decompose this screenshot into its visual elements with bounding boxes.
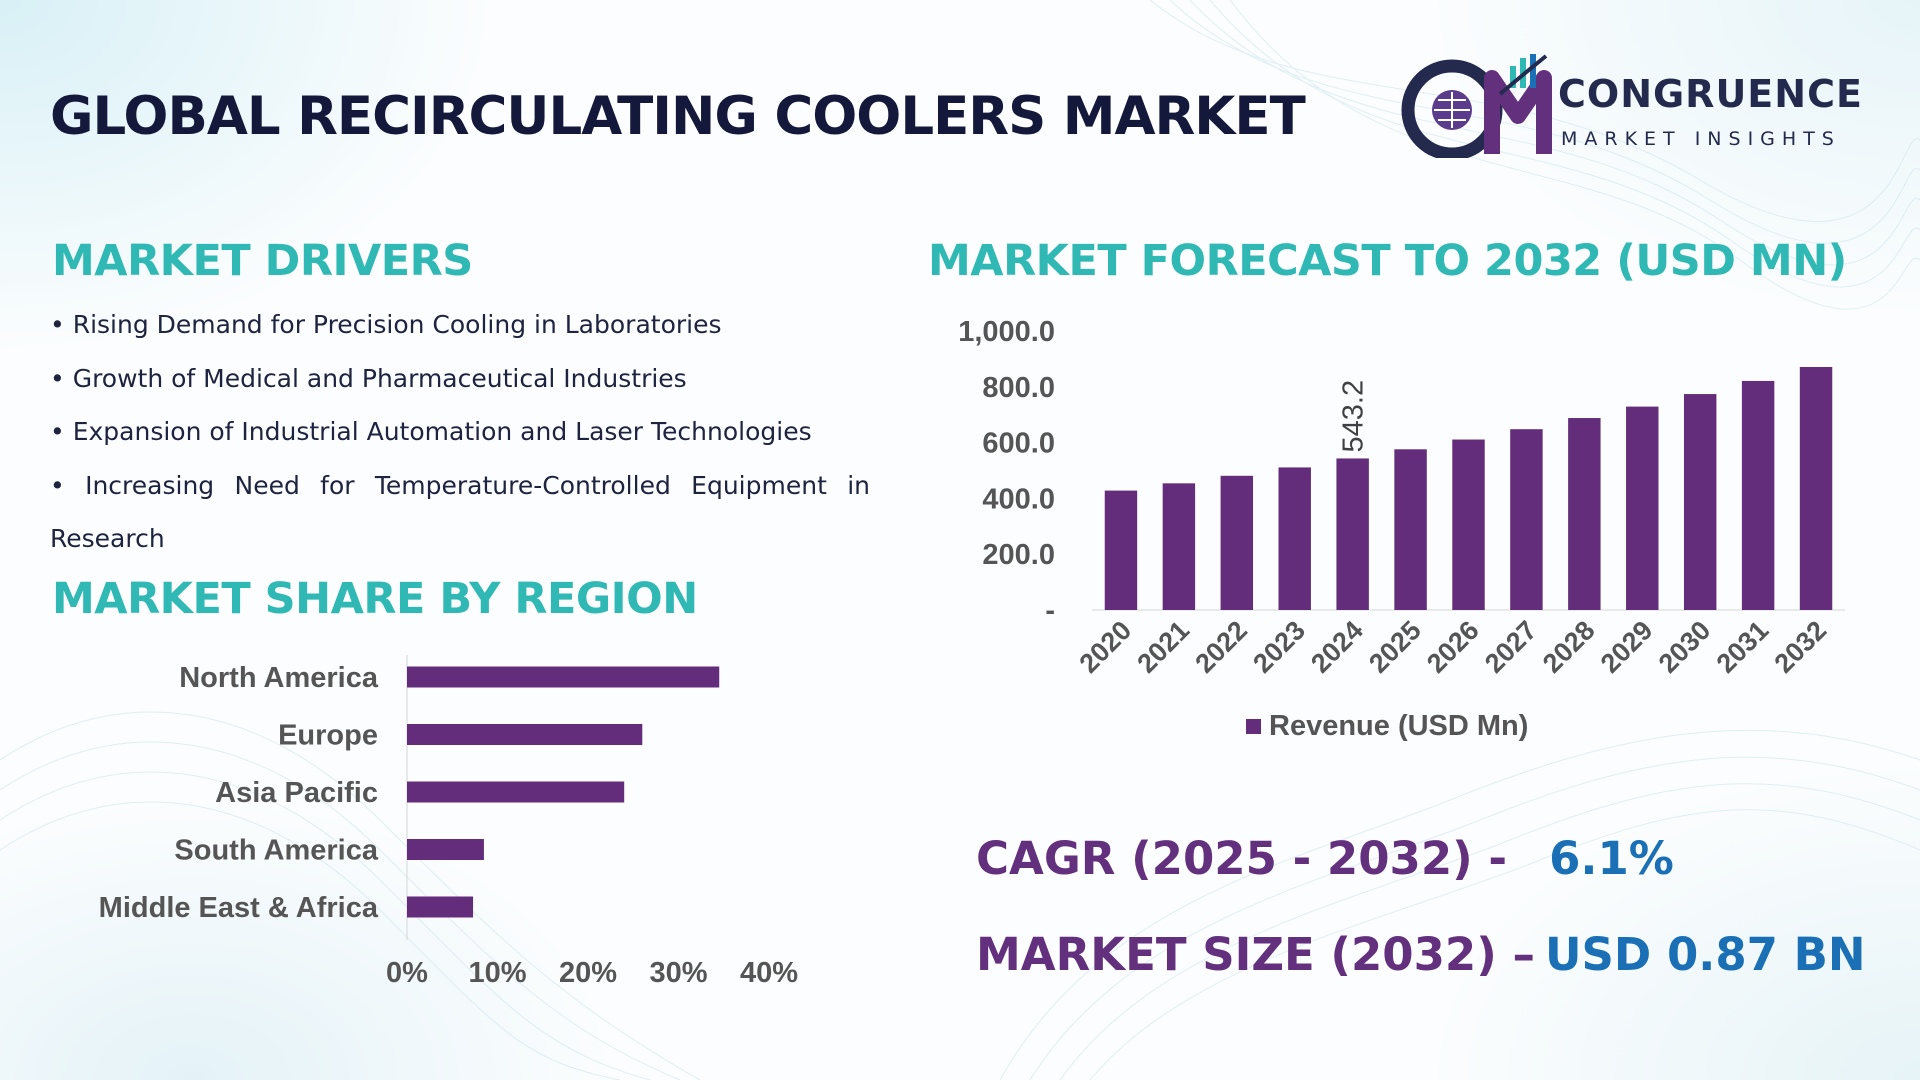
region-bar [407,666,720,688]
cagr-kpi: CAGR (2025 - 2032) - 6.1% [976,832,1674,885]
region-category-label: Asia Pacific [215,777,378,809]
company-logo [1401,54,1552,158]
driver-item: • Expansion of Industrial Automation and… [50,417,812,446]
market-share-heading: MARKET SHARE BY REGION [52,574,698,624]
forecast-tick-label: 1,000.0 [958,316,1055,348]
forecast-bar [1626,406,1659,610]
driver-item-continuation: Research [50,524,165,553]
forecast-bar [1452,439,1485,610]
market-size-kpi: MARKET SIZE (2032) – USD 0.87 BN [976,928,1866,981]
forecast-bar [1741,380,1775,610]
region-category-label: South America [174,835,378,867]
forecast-category-label: 2021 [1131,615,1195,679]
forecast-bar [1510,429,1543,610]
forecast-category-label: 2027 [1479,615,1543,679]
forecast-category-label: 2024 [1305,615,1369,679]
forecast-category-label: 2023 [1247,615,1311,679]
forecast-bar [1220,475,1254,610]
driver-item: • Rising Demand for Precision Cooling in… [50,310,722,339]
forecast-tick-label: 200.0 [982,539,1055,571]
region-bar [407,724,643,745]
logo-brand-name: CONGRUENCE [1558,72,1863,116]
region-tick-label: 30% [649,957,707,989]
market-size-value: USD 0.87 BN [1544,928,1866,981]
cagr-label: CAGR (2025 - 2032) - [976,832,1508,885]
market-drivers-heading: MARKET DRIVERS [52,236,473,286]
forecast-category-label: 2029 [1595,615,1659,679]
forecast-category-label: 2030 [1653,615,1717,679]
forecast-category-label: 2032 [1769,615,1833,679]
forecast-bar [1104,490,1138,610]
forecast-category-label: 2025 [1363,615,1427,679]
region-tick-label: 20% [559,957,617,989]
forecast-bar [1799,366,1833,610]
forecast-bar [1278,467,1311,610]
forecast-bar [1336,458,1369,610]
region-tick-label: 40% [740,957,798,989]
region-bar [407,781,625,803]
forecast-category-label: 2020 [1074,615,1138,679]
region-bar [407,896,474,918]
cagr-value: 6.1% [1549,832,1674,885]
forecast-bar [1162,483,1196,610]
forecast-legend-swatch [1246,719,1261,734]
market-forecast-heading: MARKET FORECAST TO 2032 (USD MN) [928,236,1847,286]
logo-tagline: MARKET INSIGHTS [1561,128,1841,150]
market-drivers-list: • Rising Demand for Precision Cooling in… [50,298,870,566]
market-size-label: MARKET SIZE (2032) – [976,928,1535,981]
region-category-label: Middle East & Africa [99,892,379,924]
driver-item: • Increasing Need for Temperature-Contro… [50,470,870,500]
forecast-bar [1394,449,1427,610]
forecast-legend-label: Revenue (USD Mn) [1269,710,1528,742]
forecast-category-label: 2026 [1421,615,1485,679]
forecast-chart: - 200.0 400.0 600.0 800.0 1,000.0 202020212022… [958,316,1845,742]
region-share-chart: North America Europe Asia Pacific South Ame… [99,655,798,989]
forecast-data-label: 543.2 [1338,380,1370,453]
forecast-category-label: 2028 [1537,615,1601,679]
forecast-bar [1683,394,1717,610]
forecast-category-label: 2022 [1189,615,1253,679]
forecast-category-label: 2031 [1711,615,1775,679]
forecast-tick-label: 400.0 [982,483,1055,515]
region-bar [407,839,484,860]
region-category-label: Europe [278,720,378,752]
region-tick-label: 10% [468,957,526,989]
driver-item: • Growth of Medical and Pharmaceutical I… [50,363,687,393]
region-category-label: North America [179,662,379,694]
page-title: GLOBAL RECIRCULATING COOLERS MARKET [50,86,1306,147]
forecast-tick-label: 600.0 [982,428,1055,460]
region-tick-label: 0% [386,957,428,989]
forecast-tick-label: - [1045,595,1055,627]
forecast-bar [1568,418,1601,610]
forecast-tick-label: 800.0 [982,372,1055,404]
logo-mark-icon [1401,54,1552,158]
